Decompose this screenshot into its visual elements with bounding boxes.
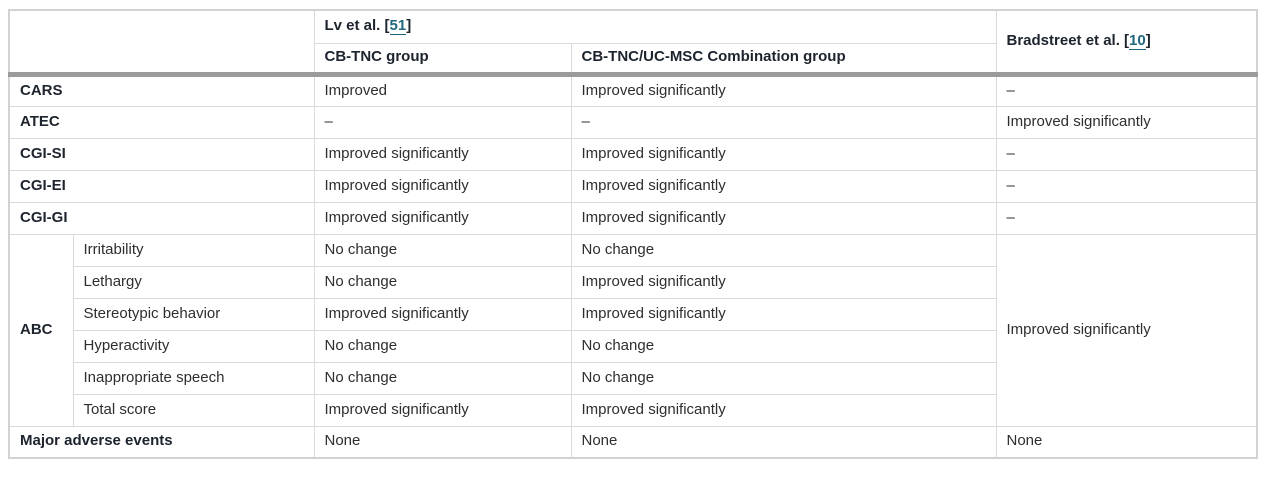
table-row-atec: ATEC – – Improved significantly <box>8 105 1258 139</box>
cell-value: Improved significantly <box>570 265 997 299</box>
study-comparison-table: Lv et al. [51] Bradstreet et al. [10] CB… <box>8 9 1258 459</box>
cell-value: Improved significantly <box>313 169 572 203</box>
header-group-combination: CB-TNC/UC-MSC Combination group <box>570 42 997 75</box>
header-study-bradstreet: Bradstreet et al. [10] <box>995 9 1258 75</box>
comparison-table-container: Lv et al. [51] Bradstreet et al. [10] CB… <box>8 9 1258 459</box>
table-row-cgi-si: CGI-SI Improved significantly Improved s… <box>8 137 1258 171</box>
subrow-label: Lethargy <box>72 265 315 299</box>
cell-value: No change <box>313 265 572 299</box>
cell-value: None <box>313 425 572 459</box>
study-lv-label: Lv et al. [ <box>324 17 390 35</box>
cell-value: – <box>995 137 1258 171</box>
cell-value: No change <box>313 233 572 267</box>
subrow-label: Irritability <box>72 233 315 267</box>
row-label: CGI-GI <box>8 201 315 235</box>
row-label: CGI-SI <box>8 137 315 171</box>
cell-value: – <box>995 201 1258 235</box>
header-group-cbtnc: CB-TNC group <box>313 42 572 75</box>
citation-ref-link-51[interactable]: 51 <box>389 17 407 36</box>
row-label: CARS <box>8 71 315 107</box>
cell-value: – <box>995 169 1258 203</box>
subrow-label: Stereotypic behavior <box>72 297 315 331</box>
cell-value: Improved significantly <box>313 201 572 235</box>
cell-value: No change <box>313 361 572 395</box>
row-label-abc: ABC <box>8 233 74 427</box>
table-row-abc-inappropriate-speech: Inappropriate speech No change No change <box>9 361 1257 395</box>
subrow-label: Inappropriate speech <box>72 361 315 395</box>
row-label: ATEC <box>8 105 315 139</box>
citation-ref-link-10[interactable]: 10 <box>1129 31 1146 50</box>
cell-value: None <box>995 425 1258 459</box>
cell-value: Improved significantly <box>570 393 997 427</box>
cell-value: Improved significantly <box>313 297 572 331</box>
cell-value: – <box>570 105 997 139</box>
cell-value: – <box>313 105 572 139</box>
cell-value: Improved significantly <box>570 201 997 235</box>
header-corner-cell <box>8 9 315 75</box>
table-row-cars: CARS Improved Improved significantly – <box>8 71 1258 107</box>
study-bradstreet-bracket: ] <box>1145 31 1151 49</box>
cell-value: Improved significantly <box>995 105 1258 139</box>
table-row-abc-hyperactivity: Hyperactivity No change No change <box>9 329 1257 363</box>
cell-value: No change <box>570 361 997 395</box>
table-row-cgi-ei: CGI-EI Improved significantly Improved s… <box>8 169 1258 203</box>
header-row-groups: CB-TNC group CB-TNC/UC-MSC Combination g… <box>9 42 1257 75</box>
subrow-label: Hyperactivity <box>72 329 315 363</box>
table-row-cgi-gi: CGI-GI Improved significantly Improved s… <box>8 201 1258 235</box>
cell-value: Improved <box>313 71 572 107</box>
cell-value: Improved significantly <box>570 137 997 171</box>
table-row-abc-irritability: ABC Irritability No change No change Imp… <box>8 233 1258 427</box>
table-row-abc-stereotypic: Stereotypic behavior Improved significan… <box>9 297 1257 331</box>
cell-value: – <box>995 71 1258 107</box>
cell-value: Improved significantly <box>570 169 997 203</box>
header-study-lv: Lv et al. [51] <box>313 9 997 44</box>
cell-value: Improved significantly <box>313 393 572 427</box>
study-bradstreet-label: Bradstreet et al. [ <box>1006 31 1130 49</box>
cell-value: No change <box>313 329 572 363</box>
table-row-abc-total-score: Total score Improved significantly Impro… <box>9 393 1257 427</box>
cell-value: No change <box>570 329 997 363</box>
cell-value: Improved significantly <box>313 137 572 171</box>
cell-value: No change <box>570 233 997 267</box>
header-row-studies: Lv et al. [51] Bradstreet et al. [10] <box>8 9 1258 75</box>
cell-value: Improved significantly <box>570 297 997 331</box>
table-row-major-adverse-events: Major adverse events None None None <box>8 425 1258 459</box>
study-lv-bracket: ] <box>406 17 412 35</box>
cell-value: None <box>570 425 997 459</box>
cell-value: Improved significantly <box>570 71 997 107</box>
cell-value-merged: Improved significantly <box>995 233 1258 427</box>
table-row-abc-lethargy: Lethargy No change Improved significantl… <box>9 265 1257 299</box>
row-label: CGI-EI <box>8 169 315 203</box>
row-label: Major adverse events <box>8 425 315 459</box>
subrow-label: Total score <box>72 393 315 427</box>
